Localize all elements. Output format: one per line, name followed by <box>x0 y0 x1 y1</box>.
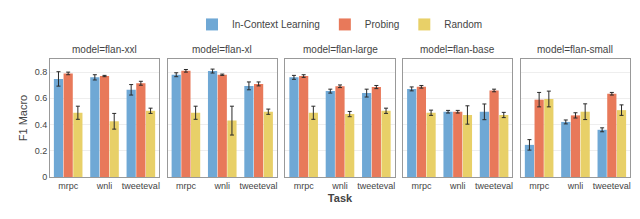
svg-text:tweeteval: tweeteval <box>357 181 395 191</box>
svg-text:0.8: 0.8 <box>35 67 48 77</box>
svg-text:model=flan-large: model=flan-large <box>303 44 378 55</box>
svg-text:model=flan-xl: model=flan-xl <box>192 44 252 55</box>
svg-text:wnli: wnli <box>96 181 113 191</box>
svg-text:Probing: Probing <box>365 19 399 30</box>
svg-text:In-Context Learning: In-Context Learning <box>232 19 320 30</box>
svg-text:Random: Random <box>444 19 482 30</box>
svg-text:tweeteval: tweeteval <box>240 181 278 191</box>
svg-text:0.6: 0.6 <box>35 93 48 103</box>
svg-text:0: 0 <box>42 172 47 182</box>
svg-text:mrpc: mrpc <box>294 181 314 191</box>
svg-text:0.4: 0.4 <box>35 120 48 130</box>
svg-text:tweeteval: tweeteval <box>593 181 631 191</box>
svg-text:wnli: wnli <box>567 181 584 191</box>
svg-text:mrpc: mrpc <box>529 181 549 191</box>
svg-text:0.2: 0.2 <box>35 146 48 156</box>
svg-text:F1 Macro: F1 Macro <box>17 95 29 141</box>
svg-text:model=flan-base: model=flan-base <box>420 44 495 55</box>
svg-text:model=flan-xxl: model=flan-xxl <box>72 44 137 55</box>
svg-text:mrpc: mrpc <box>58 181 78 191</box>
svg-text:model=flan-small: model=flan-small <box>537 44 613 55</box>
svg-text:mrpc: mrpc <box>176 181 196 191</box>
svg-text:wnli: wnli <box>214 181 231 191</box>
svg-text:mrpc: mrpc <box>411 181 431 191</box>
svg-text:wnli: wnli <box>449 181 466 191</box>
svg-text:Task: Task <box>328 192 353 204</box>
svg-text:tweeteval: tweeteval <box>475 181 513 191</box>
svg-text:wnli: wnli <box>331 181 348 191</box>
svg-text:tweeteval: tweeteval <box>122 181 160 191</box>
